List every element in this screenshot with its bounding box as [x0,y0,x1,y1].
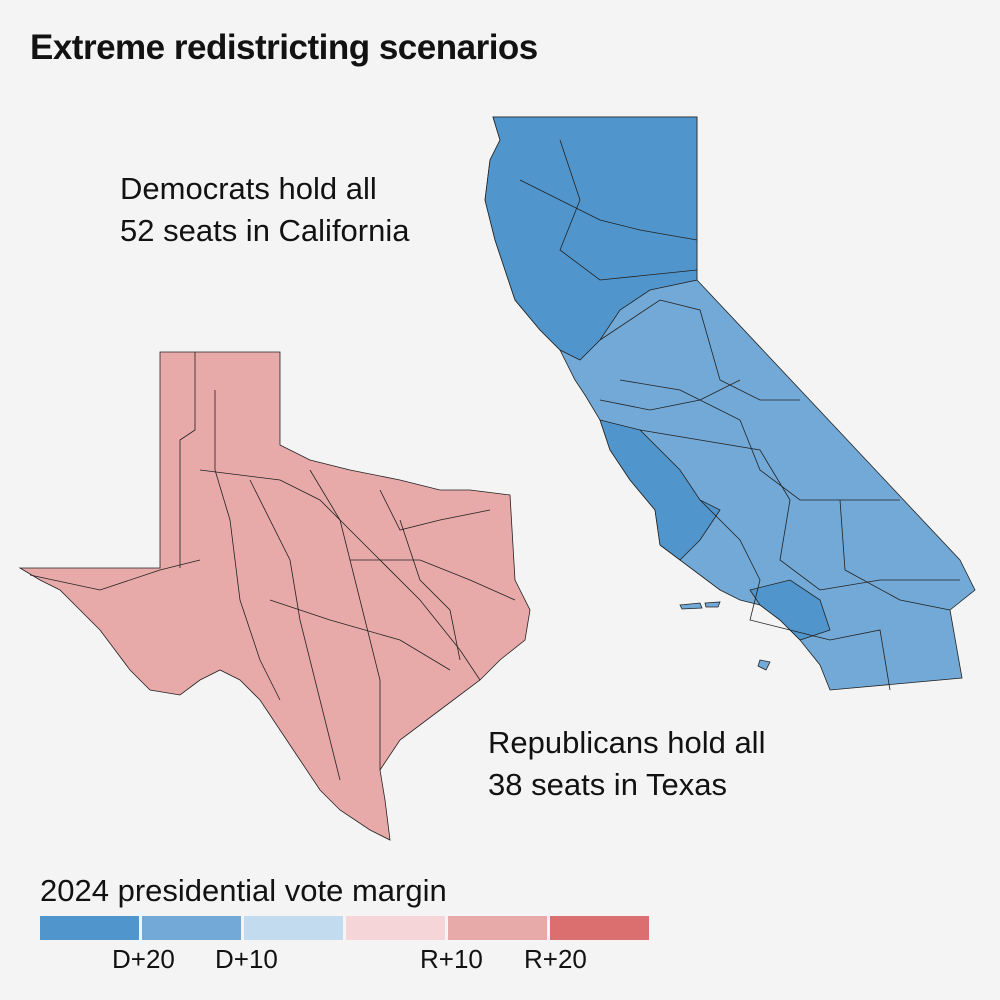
legend-swatch [550,916,649,940]
legend-color-scale [40,916,649,940]
legend-swatch [448,916,547,940]
annotation-line: 52 seats in California [120,213,410,248]
legend-swatch [142,916,241,940]
legend-tick: R+10 [420,944,483,974]
legend-tick: D+10 [215,944,278,974]
annotation-line: Republicans hold all [488,725,766,760]
texas-district-lines [29,352,516,781]
california-north-districts [484,116,698,361]
legend-swatch [244,916,343,940]
chart-title: Extreme redistricting scenarios [30,28,538,67]
legend-swatch [40,916,139,940]
legend-swatch [346,916,445,940]
legend-tick: R+20 [524,944,587,974]
texas-outline [18,351,531,841]
california-map [484,116,976,691]
texas-annotation: Republicans hold all 38 seats in Texas [488,722,765,806]
annotation-line: 38 seats in Texas [488,767,727,802]
legend-title: 2024 presidential vote margin [40,873,447,908]
california-central-coast-district [599,419,721,561]
channel-island [679,602,703,610]
california-district-lines [519,139,960,691]
channel-island [704,601,721,608]
legend-tick: D+20 [112,944,175,974]
annotation-line: Democrats hold all [120,171,377,206]
channel-island [757,659,771,671]
california-annotation: Democrats hold all 52 seats in Californi… [120,168,410,252]
california-la-districts [749,579,831,641]
texas-map [18,351,531,841]
